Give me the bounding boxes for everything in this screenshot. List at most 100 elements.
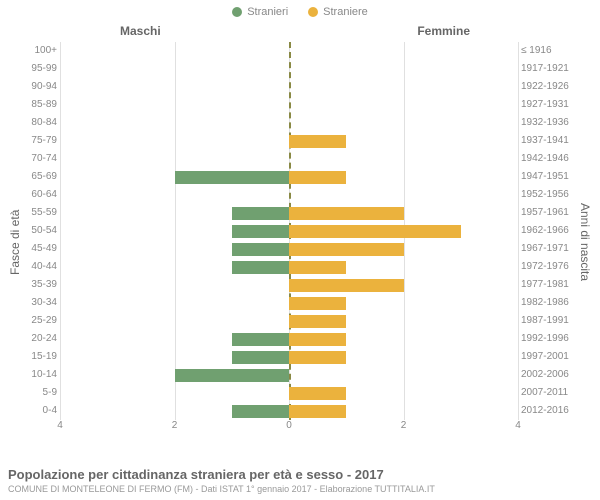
bar-female bbox=[289, 261, 346, 274]
y-tick-age: 35-39 bbox=[24, 276, 57, 294]
bar-row bbox=[60, 96, 518, 114]
bar-female bbox=[289, 297, 346, 310]
y-tick-year: 1997-2001 bbox=[521, 348, 576, 366]
bar-row bbox=[60, 186, 518, 204]
bar-female bbox=[289, 351, 346, 364]
y-tick-age: 95-99 bbox=[24, 60, 57, 78]
y-tick-year: 2002-2006 bbox=[521, 366, 576, 384]
y-axis-label-right: Anni di nascita bbox=[576, 42, 594, 442]
y-tick-year: 1977-1981 bbox=[521, 276, 576, 294]
bar-row bbox=[60, 330, 518, 348]
legend-label-female: Straniere bbox=[323, 6, 368, 18]
y-ticks-left: 100+95-9990-9485-8980-8475-7970-7465-696… bbox=[24, 42, 60, 420]
y-tick-year: 1952-1956 bbox=[521, 186, 576, 204]
bar-female bbox=[289, 405, 346, 418]
bar-female bbox=[289, 171, 346, 184]
y-tick-year: 1987-1991 bbox=[521, 312, 576, 330]
y-tick-age: 45-49 bbox=[24, 240, 57, 258]
legend-swatch-male bbox=[232, 7, 242, 17]
bar-row bbox=[60, 60, 518, 78]
bar-female bbox=[289, 315, 346, 328]
y-tick-year: 1967-1971 bbox=[521, 240, 576, 258]
bar-row bbox=[60, 114, 518, 132]
bar-female bbox=[289, 333, 346, 346]
y-tick-age: 50-54 bbox=[24, 222, 57, 240]
y-tick-year: 1947-1951 bbox=[521, 168, 576, 186]
y-tick-year: 1927-1931 bbox=[521, 96, 576, 114]
bar-row bbox=[60, 294, 518, 312]
bar-row bbox=[60, 222, 518, 240]
y-tick-age: 90-94 bbox=[24, 78, 57, 96]
bar-male bbox=[175, 171, 290, 184]
bar-female bbox=[289, 225, 461, 238]
bar-row bbox=[60, 402, 518, 420]
y-tick-age: 65-69 bbox=[24, 168, 57, 186]
bar-male bbox=[232, 225, 289, 238]
bar-male bbox=[232, 207, 289, 220]
bar-row bbox=[60, 312, 518, 330]
bar-female bbox=[289, 387, 346, 400]
column-header-right: Femmine bbox=[417, 24, 470, 38]
bar-female bbox=[289, 135, 346, 148]
y-tick-year: 1932-1936 bbox=[521, 114, 576, 132]
y-tick-age: 40-44 bbox=[24, 258, 57, 276]
legend-item-female: Straniere bbox=[308, 6, 368, 18]
y-tick-year: 1992-1996 bbox=[521, 330, 576, 348]
bar-male bbox=[232, 405, 289, 418]
bar-row bbox=[60, 132, 518, 150]
x-axis-ticks: 42024 bbox=[60, 420, 518, 432]
y-tick-age: 5-9 bbox=[24, 384, 57, 402]
x-tick: 4 bbox=[515, 420, 521, 431]
y-tick-year: 1922-1926 bbox=[521, 78, 576, 96]
bars-area bbox=[60, 42, 518, 420]
bar-row bbox=[60, 168, 518, 186]
y-tick-age: 85-89 bbox=[24, 96, 57, 114]
bar-row bbox=[60, 276, 518, 294]
bar-row bbox=[60, 150, 518, 168]
bar-row bbox=[60, 204, 518, 222]
bar-female bbox=[289, 207, 404, 220]
bar-male bbox=[232, 243, 289, 256]
y-tick-age: 10-14 bbox=[24, 366, 57, 384]
y-tick-year: 1917-1921 bbox=[521, 60, 576, 78]
bar-male bbox=[232, 333, 289, 346]
y-tick-age: 60-64 bbox=[24, 186, 57, 204]
x-tick: 2 bbox=[172, 420, 178, 431]
bar-row bbox=[60, 366, 518, 384]
y-tick-year: 1942-1946 bbox=[521, 150, 576, 168]
legend-swatch-female bbox=[308, 7, 318, 17]
bar-row bbox=[60, 384, 518, 402]
y-tick-year: 1957-1961 bbox=[521, 204, 576, 222]
chart: Fasce di età 100+95-9990-9485-8980-8475-… bbox=[0, 42, 600, 442]
bar-male bbox=[175, 369, 290, 382]
bar-male bbox=[232, 351, 289, 364]
legend-label-male: Stranieri bbox=[247, 6, 288, 18]
y-tick-year: 1937-1941 bbox=[521, 132, 576, 150]
y-tick-year: 2007-2011 bbox=[521, 384, 576, 402]
y-tick-age: 20-24 bbox=[24, 330, 57, 348]
y-tick-year: ≤ 1916 bbox=[521, 42, 576, 60]
chart-footer: Popolazione per cittadinanza straniera p… bbox=[8, 467, 592, 494]
column-header-left: Maschi bbox=[120, 24, 161, 38]
x-tick: 2 bbox=[401, 420, 407, 431]
y-tick-age: 100+ bbox=[24, 42, 57, 60]
y-tick-age: 80-84 bbox=[24, 114, 57, 132]
bar-female bbox=[289, 279, 404, 292]
y-tick-age: 70-74 bbox=[24, 150, 57, 168]
y-tick-year: 1962-1966 bbox=[521, 222, 576, 240]
x-tick: 4 bbox=[57, 420, 63, 431]
y-tick-year: 1972-1976 bbox=[521, 258, 576, 276]
y-tick-year: 1982-1986 bbox=[521, 294, 576, 312]
y-tick-age: 55-59 bbox=[24, 204, 57, 222]
gridline bbox=[518, 42, 519, 420]
bar-row bbox=[60, 258, 518, 276]
bar-row bbox=[60, 42, 518, 60]
chart-title: Popolazione per cittadinanza straniera p… bbox=[8, 467, 592, 482]
legend: Stranieri Straniere bbox=[0, 0, 600, 18]
y-tick-age: 0-4 bbox=[24, 402, 57, 420]
y-tick-age: 75-79 bbox=[24, 132, 57, 150]
y-tick-age: 15-19 bbox=[24, 348, 57, 366]
plot-area: 42024 bbox=[60, 42, 518, 442]
bar-row bbox=[60, 240, 518, 258]
chart-subtitle: COMUNE DI MONTELEONE DI FERMO (FM) - Dat… bbox=[8, 484, 592, 494]
